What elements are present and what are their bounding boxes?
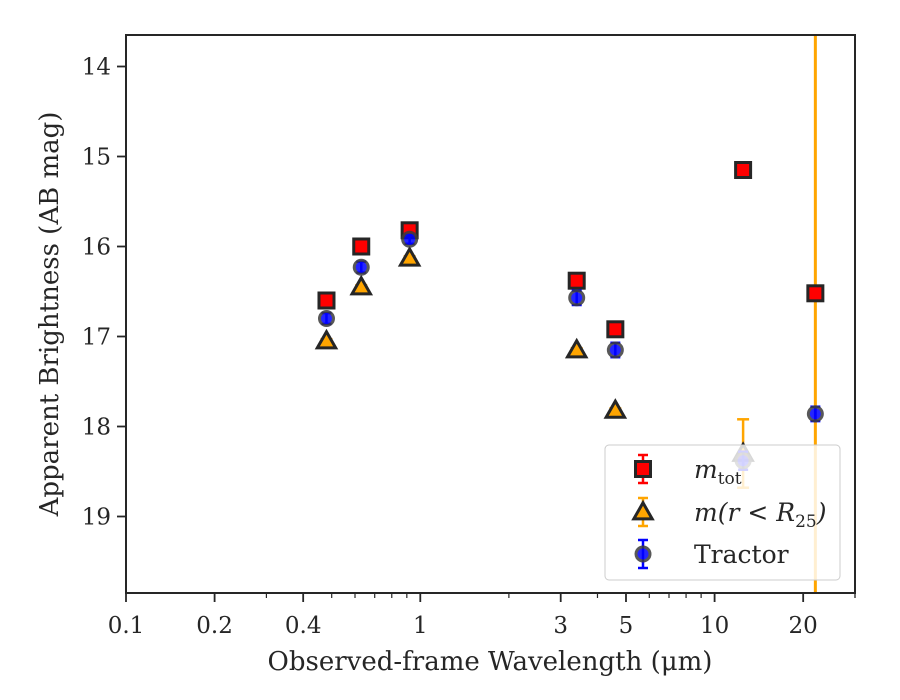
legend: mtot m(r < R25) Tractor [604,444,841,581]
series-m-tot [317,161,825,339]
legend-marker [631,499,655,521]
data-point-square [352,237,371,256]
legend-item: m(r < R25) [631,496,826,532]
y-tick-label: 18 [82,415,111,441]
data-point-triangle [564,337,589,359]
data-point-square [317,291,336,310]
y-tick-label: 14 [82,55,111,81]
legend-marker [634,460,652,478]
y-tick-label: 16 [82,235,111,261]
legend-item: mtot [634,453,742,489]
x-tick-label: 0.4 [285,613,322,639]
x-tick-label: 20 [789,613,818,639]
legend-item: Tractor [634,538,789,570]
plot-frame [125,34,856,594]
x-tick-label: 0.2 [196,613,233,639]
y-tick-label: 15 [82,145,111,171]
data-point-triangle [314,328,339,350]
plot-elements [314,35,825,593]
data-point-square [806,284,825,303]
data-point-circle [352,258,370,276]
data-point-triangle [397,245,422,267]
y-tick-label: 17 [82,325,111,351]
x-axis-label: Observed-frame Wavelength (μm) [268,647,713,677]
legend-label: mtot [694,455,742,489]
x-tick-label: 0.1 [108,613,145,639]
legend-label: m(r < R25) [694,498,826,532]
x-axis: 0.1 0.2 0.4 1 3 5 10 20 [108,593,856,639]
x-tick-label: 1 [413,613,428,639]
data-point-square [567,271,586,290]
data-point-square [734,161,753,179]
x-tick-label: 10 [700,613,729,639]
data-point-circle [568,289,586,307]
y-tick-label: 19 [82,505,111,531]
legend-box [604,444,841,581]
data-point-circle [317,310,335,327]
data-point-circle [806,405,824,423]
data-point-triangle [603,398,628,419]
data-point-circle [606,341,624,359]
x-tick-label: 3 [553,613,568,639]
x-tick-label: 5 [619,613,634,639]
data-point-circle [401,230,419,248]
data-point-triangle [349,274,374,296]
legend-marker [634,545,652,563]
y-axis-label: Apparent Brightness (AB mag) [35,112,65,518]
legend-label: Tractor [694,540,789,569]
data-point-square [606,320,625,339]
y-axis: 14 15 16 17 18 19 [82,55,126,531]
